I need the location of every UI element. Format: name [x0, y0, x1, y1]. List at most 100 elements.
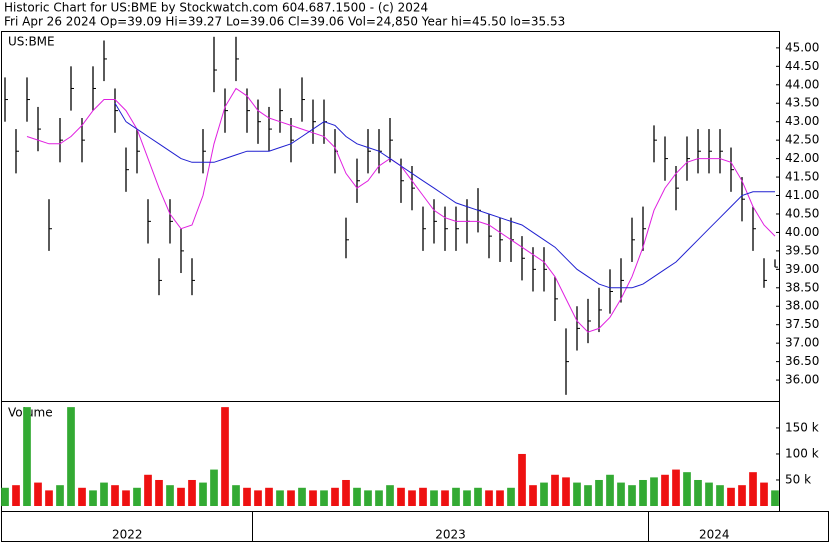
volume-bar — [606, 474, 614, 506]
volume-bar — [122, 490, 130, 506]
volume-bar — [232, 485, 240, 506]
volume-bar — [265, 487, 273, 506]
volume-bar — [221, 407, 229, 506]
volume-bar — [276, 490, 284, 506]
volume-bar — [331, 487, 339, 506]
volume-bar — [166, 485, 174, 506]
volume-bar — [243, 487, 251, 506]
y-tick-label: 41.00 — [785, 188, 819, 202]
volume-bar — [45, 490, 53, 506]
volume-bar — [254, 490, 262, 506]
period-label: 2022 — [112, 528, 143, 542]
chart-title: Historic Chart for US:BME by Stockwatch.… — [4, 1, 428, 15]
volume-bar — [155, 479, 163, 506]
volume-bar — [188, 479, 196, 506]
period-label: 2023 — [435, 528, 466, 542]
volume-bar — [551, 474, 559, 506]
moving-average — [114, 102, 775, 289]
y-tick-label: 39.00 — [785, 262, 819, 276]
volume-bar — [463, 490, 471, 506]
y-tick-label: 39.50 — [785, 243, 819, 257]
volume-bar — [133, 487, 141, 506]
volume-bar — [375, 490, 383, 506]
volume-bar — [760, 482, 768, 506]
volume-bar — [441, 490, 449, 506]
volume-bar — [628, 485, 636, 506]
volume-bar — [320, 490, 328, 506]
volume-bar — [584, 485, 592, 506]
volume-bar — [452, 487, 460, 506]
volume-bar — [1, 487, 9, 506]
volume-bar — [419, 487, 427, 506]
volume-bar — [727, 487, 735, 506]
volume-bar — [771, 490, 779, 506]
volume-bar — [540, 482, 548, 506]
volume-bar — [595, 479, 603, 506]
y-tick-label: 42.50 — [785, 133, 819, 147]
volume-bar — [496, 490, 504, 506]
volume-bar — [287, 490, 295, 506]
volume-bar — [661, 474, 669, 506]
volume-bar — [397, 487, 405, 506]
volume-bar — [177, 487, 185, 506]
volume-bar — [705, 482, 713, 506]
volume-bar — [694, 479, 702, 506]
volume-bar — [485, 490, 493, 506]
volume-bar — [12, 485, 20, 506]
y-tick-label: 38.50 — [785, 280, 819, 294]
volume-bar — [309, 490, 317, 506]
volume-bar — [210, 469, 218, 506]
volume-bar — [474, 487, 482, 506]
volume-bar — [386, 485, 394, 506]
volume-bar — [738, 485, 746, 506]
y-tick-label: 43.00 — [785, 114, 819, 128]
y-tick-label: 37.00 — [785, 336, 819, 350]
y-tick-label: 36.50 — [785, 354, 819, 368]
volume-bar — [518, 453, 526, 506]
volume-bar — [617, 482, 625, 506]
symbol-label: US:BME — [8, 35, 55, 49]
period-label: 2024 — [699, 528, 730, 542]
volume-bar — [100, 482, 108, 506]
volume-bar — [34, 482, 42, 506]
volume-bar — [650, 477, 658, 506]
y-tick-label: 40.50 — [785, 206, 819, 220]
volume-tick-label: 100 k — [785, 446, 819, 460]
volume-bar — [639, 479, 647, 506]
volume-bar — [364, 490, 372, 506]
volume-bar — [353, 487, 361, 506]
volume-bar — [562, 477, 570, 506]
y-tick-label: 44.50 — [785, 59, 819, 73]
volume-bar — [78, 487, 86, 506]
volume-bar — [111, 485, 119, 506]
volume-bar — [573, 482, 581, 506]
chart-subtitle: Fri Apr 26 2024 Op=39.09 Hi=39.27 Lo=39.… — [4, 15, 565, 29]
volume-bar — [342, 479, 350, 506]
volume-bar — [56, 485, 64, 506]
volume-bar — [430, 490, 438, 506]
y-tick-label: 37.50 — [785, 317, 819, 331]
y-tick-label: 41.50 — [785, 170, 819, 184]
y-tick-label: 44.00 — [785, 77, 819, 91]
volume-bar — [672, 469, 680, 506]
y-tick-label: 40.00 — [785, 225, 819, 239]
volume-bar — [144, 474, 152, 506]
volume-bar — [683, 472, 691, 506]
y-tick-label: 43.50 — [785, 96, 819, 110]
volume-bar — [199, 482, 207, 506]
volume-bar — [507, 487, 515, 506]
volume-tick-label: 50 k — [785, 472, 811, 486]
y-tick-label: 42.00 — [785, 151, 819, 165]
volume-bar — [89, 490, 97, 506]
volume-tick-label: 150 k — [785, 420, 819, 434]
date-panel — [1, 511, 829, 542]
y-tick-label: 45.00 — [785, 40, 819, 54]
y-tick-label: 38.00 — [785, 299, 819, 313]
volume-bar — [298, 487, 306, 506]
y-tick-label: 36.00 — [785, 373, 819, 387]
volume-bar — [408, 490, 416, 506]
volume-bar — [716, 485, 724, 506]
volume-bar — [23, 407, 31, 506]
